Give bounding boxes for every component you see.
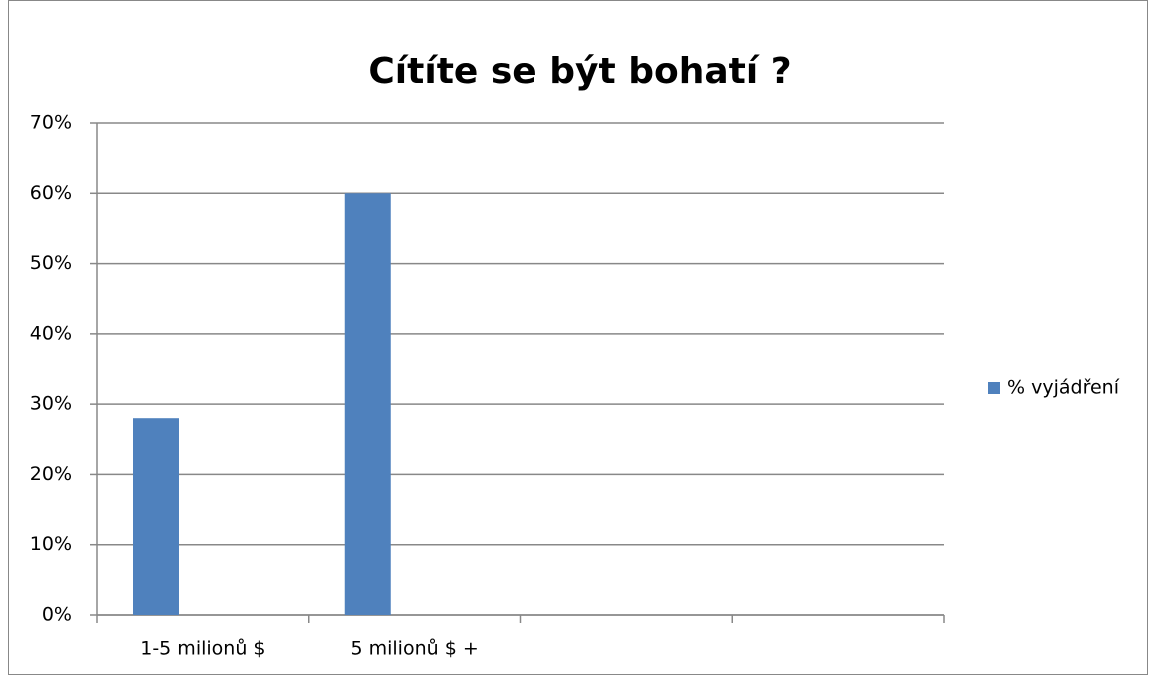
x-tick-label: 1-5 milionů $	[140, 638, 265, 660]
x-tick-label: 5 milionů $ +	[350, 638, 478, 660]
chart-title: Cítíte se být bohatí ?	[368, 51, 791, 92]
y-tick-label: 30%	[30, 393, 72, 415]
y-tick-label: 60%	[30, 182, 72, 204]
y-tick-label: 70%	[30, 112, 72, 134]
chart-border	[8, 0, 1148, 675]
legend-label: % vyjádření	[1007, 377, 1120, 399]
bar	[344, 193, 391, 616]
y-tick-label: 40%	[30, 322, 72, 344]
y-tick-label: 20%	[30, 463, 72, 485]
legend-swatch	[988, 382, 1000, 394]
bar	[133, 418, 179, 615]
y-tick-label: 50%	[30, 252, 72, 274]
y-tick-label: 0%	[42, 604, 72, 626]
y-tick-label: 10%	[30, 533, 72, 555]
